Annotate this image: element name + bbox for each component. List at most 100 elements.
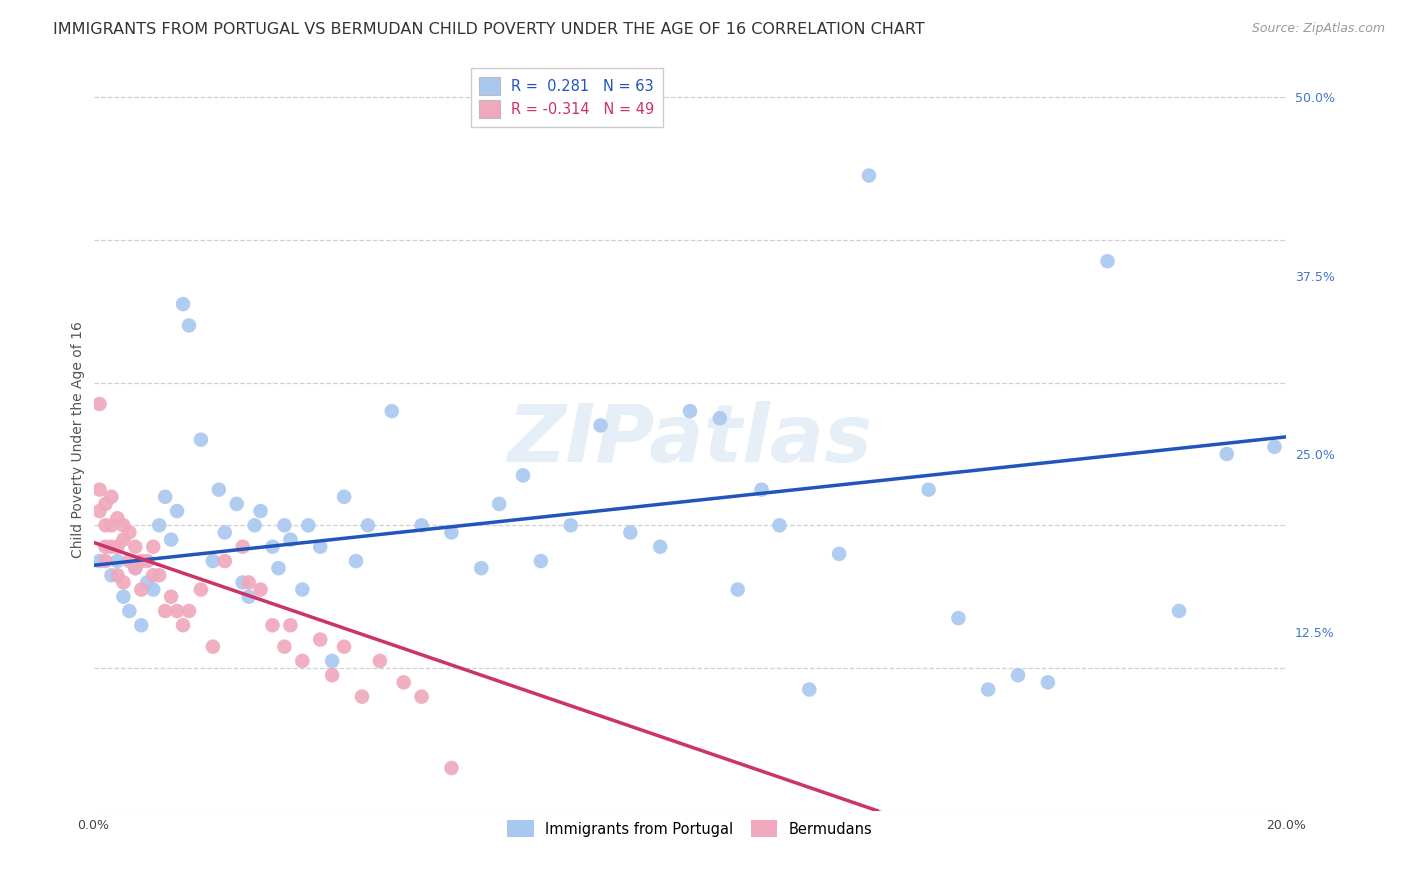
Point (249, 582, 271, 597)
Point (1007, 668, 1029, 682)
Point (309, 540, 332, 554)
Point (172, 618, 194, 632)
Point (560, 518, 582, 533)
Point (107, 554, 129, 568)
Point (350, 690, 373, 704)
Point (112, 590, 135, 604)
Point (488, 497, 510, 511)
Text: ZIPatlas: ZIPatlas (508, 401, 873, 479)
Point (917, 483, 939, 497)
Point (153, 490, 176, 504)
Point (100, 540, 122, 554)
Point (129, 582, 152, 597)
Point (799, 682, 821, 697)
Point (280, 533, 302, 547)
Point (190, 433, 212, 447)
Point (679, 404, 702, 418)
Point (225, 497, 247, 511)
Point (94, 518, 117, 533)
Point (166, 604, 188, 618)
Point (177, 318, 200, 333)
Point (201, 640, 224, 654)
Text: IMMIGRANTS FROM PORTUGAL VS BERMUDAN CHILD POVERTY UNDER THE AGE OF 16 CORRELATI: IMMIGRANTS FROM PORTUGAL VS BERMUDAN CHI… (53, 22, 925, 37)
Text: Source: ZipAtlas.com: Source: ZipAtlas.com (1251, 22, 1385, 36)
Point (344, 554, 367, 568)
Point (273, 640, 295, 654)
Point (172, 297, 194, 311)
Point (232, 540, 254, 554)
Point (381, 404, 404, 418)
Point (142, 540, 165, 554)
Point (214, 554, 236, 568)
Point (214, 525, 236, 540)
Point (94, 497, 117, 511)
Point (89, 504, 111, 518)
Point (112, 533, 135, 547)
Point (160, 533, 183, 547)
Point (124, 540, 146, 554)
Point (107, 540, 129, 554)
Point (858, 169, 880, 183)
Point (94, 554, 117, 568)
Point (190, 582, 212, 597)
Point (650, 540, 672, 554)
Y-axis label: Child Poverty Under the Age of 16: Child Poverty Under the Age of 16 (72, 321, 86, 558)
Point (262, 618, 284, 632)
Point (89, 554, 111, 568)
Point (148, 568, 170, 582)
Point (297, 518, 319, 533)
Point (321, 654, 343, 668)
Point (100, 568, 122, 582)
Point (470, 561, 492, 575)
Point (177, 604, 200, 618)
Point (368, 654, 391, 668)
Point (1036, 675, 1059, 690)
Point (112, 575, 135, 590)
Point (118, 604, 141, 618)
Point (333, 640, 356, 654)
Point (107, 511, 129, 525)
Point (357, 518, 380, 533)
Point (160, 590, 183, 604)
Point (280, 618, 302, 632)
Point (333, 490, 356, 504)
Point (153, 604, 176, 618)
Point (1263, 440, 1285, 454)
Point (530, 554, 553, 568)
Point (309, 632, 332, 647)
Point (142, 568, 165, 582)
Point (291, 654, 314, 668)
Point (392, 675, 415, 690)
Point (1097, 254, 1119, 268)
Point (129, 618, 152, 632)
Point (136, 575, 159, 590)
Point (208, 483, 231, 497)
Point (118, 525, 141, 540)
Point (238, 590, 260, 604)
Point (100, 518, 122, 533)
Point (411, 690, 433, 704)
Point (411, 518, 433, 533)
Point (512, 468, 534, 483)
Point (89, 483, 111, 497)
Point (727, 582, 749, 597)
Point (100, 490, 122, 504)
Point (232, 575, 254, 590)
Point (89, 397, 111, 411)
Point (249, 504, 271, 518)
Point (112, 518, 135, 533)
Point (1216, 447, 1239, 461)
Point (129, 554, 152, 568)
Point (291, 582, 314, 597)
Point (94, 540, 117, 554)
Point (709, 411, 731, 425)
Point (201, 554, 224, 568)
Point (142, 582, 165, 597)
Point (136, 554, 159, 568)
Point (262, 540, 284, 554)
Point (118, 554, 141, 568)
Point (243, 518, 266, 533)
Point (768, 518, 790, 533)
Point (148, 518, 170, 533)
Point (124, 561, 146, 575)
